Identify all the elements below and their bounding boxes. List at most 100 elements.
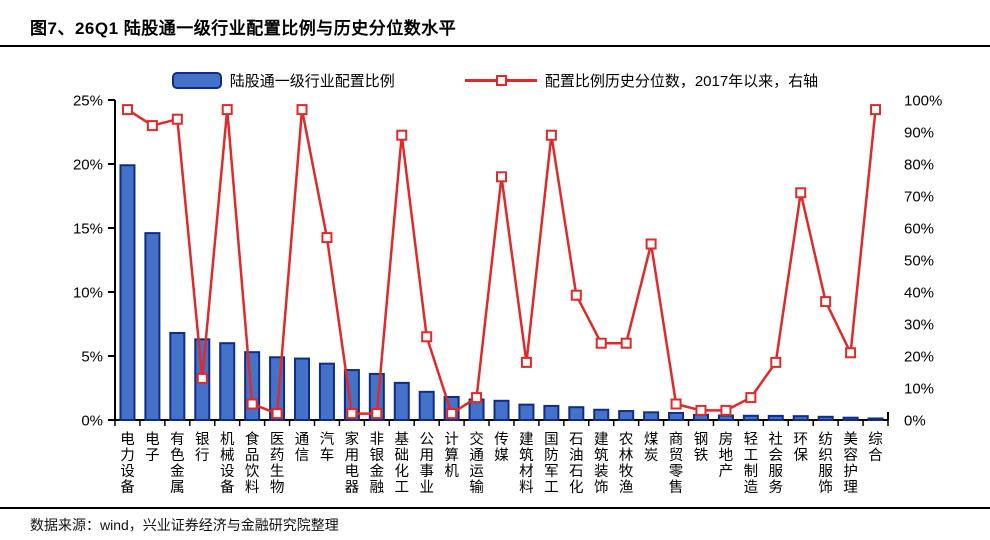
x-axis-label: 环保 <box>793 432 808 464</box>
allocation-bar <box>593 408 610 422</box>
x-axis-label: 石油石化 <box>569 432 584 496</box>
right-axis-tick-label: 90% <box>904 125 934 142</box>
bar-series-swatch <box>171 72 222 89</box>
x-axis-label: 计算机 <box>444 431 459 480</box>
x-axis-label: 通信 <box>295 431 310 464</box>
right-axis-tick-label: 70% <box>904 189 934 206</box>
x-axis-label: 农林牧渔 <box>619 431 634 496</box>
x-axis-label: 商贸零售 <box>669 431 684 496</box>
chart-legend: 陆股通一级行业配置比例 配置比例历史分位数，2017年以来，右轴 <box>0 70 990 91</box>
percentile-marker <box>196 372 208 384</box>
allocation-bar <box>568 406 585 422</box>
percentile-marker <box>146 120 158 132</box>
right-axis-tick-label: 0% <box>904 413 926 430</box>
percentile-line <box>126 108 877 415</box>
allocation-bar <box>543 404 560 422</box>
right-axis-tick-label: 80% <box>904 157 934 174</box>
percentile-marker <box>346 408 358 420</box>
x-axis-label: 建筑装饰 <box>594 431 609 496</box>
x-axis-label: 国防军工 <box>544 432 559 496</box>
right-axis-tick-label: 20% <box>904 349 934 366</box>
x-axis-label: 基础化工 <box>395 431 410 496</box>
x-axis-label: 公用事业 <box>419 432 434 496</box>
x-axis-label: 家用电器 <box>345 431 360 496</box>
x-axis-label: 房地产 <box>719 431 734 480</box>
percentile-marker <box>845 347 857 359</box>
title-divider <box>0 45 990 47</box>
percentile-marker <box>246 398 258 410</box>
chart-title: 图7、26Q1 陆股通一级行业配置比例与历史分位数水平 <box>30 19 457 38</box>
allocation-bar <box>244 351 261 421</box>
percentile-marker <box>371 408 383 420</box>
allocation-bar <box>418 390 435 421</box>
percentile-marker <box>570 289 582 301</box>
allocation-bar <box>867 417 884 421</box>
left-axis-tick-label: 10% <box>73 285 103 302</box>
percentile-marker <box>695 404 707 416</box>
allocation-bar <box>643 411 660 422</box>
percentile-marker <box>795 187 807 199</box>
right-axis-tick-label: 50% <box>904 253 934 270</box>
allocation-bar <box>767 414 784 421</box>
percentile-marker <box>770 356 782 368</box>
percentile-marker <box>645 238 657 250</box>
x-axis-label: 电子 <box>145 431 160 464</box>
allocation-bar <box>668 411 685 421</box>
percentile-marker <box>271 408 283 420</box>
allocation-bar <box>717 414 734 421</box>
left-axis-tick-label: 0% <box>81 413 103 430</box>
right-axis-tick-label: 10% <box>904 381 934 398</box>
percentile-marker <box>221 104 233 116</box>
allocation-bar <box>318 362 335 421</box>
percentile-marker <box>595 337 607 349</box>
line-swatch-marker <box>495 75 507 86</box>
footer-divider <box>0 507 990 509</box>
allocation-bar <box>294 357 311 421</box>
x-axis-label: 传媒 <box>494 431 509 464</box>
right-axis-tick-label: 30% <box>904 317 934 334</box>
allocation-bar <box>817 415 834 421</box>
left-axis-tick-label: 25% <box>73 95 103 110</box>
x-axis-label: 建筑材料 <box>519 431 534 496</box>
percentile-marker <box>545 129 557 141</box>
allocation-bar <box>144 232 161 421</box>
right-axis-tick-label: 100% <box>904 95 942 110</box>
percentile-marker <box>121 104 133 116</box>
x-axis-label: 纺织服饰 <box>818 431 833 496</box>
legend-item-bars: 陆股通一级行业配置比例 <box>171 70 395 91</box>
left-axis-tick-label: 5% <box>81 349 103 366</box>
right-axis-tick-label: 60% <box>904 221 934 238</box>
percentile-marker <box>421 331 433 343</box>
x-axis-label: 有色金属 <box>170 431 185 496</box>
percentile-marker <box>745 392 757 404</box>
percentile-marker <box>396 129 408 141</box>
x-axis-label: 非银金融 <box>370 431 385 496</box>
x-axis-label: 汽车 <box>320 431 335 464</box>
percentile-marker <box>870 104 882 116</box>
percentile-marker <box>620 337 632 349</box>
percentile-marker <box>471 392 483 404</box>
left-axis-tick-label: 15% <box>73 221 103 238</box>
x-axis-label: 食品饮料 <box>245 431 260 496</box>
x-axis-label: 美容护理 <box>843 431 858 496</box>
x-axis-label: 电力设备 <box>120 431 135 496</box>
percentile-marker <box>446 408 458 420</box>
x-axis-label: 交通运输 <box>469 430 484 496</box>
x-axis-label: 轻工制造 <box>744 431 759 496</box>
left-axis-tick-label: 20% <box>73 157 103 174</box>
x-axis-label: 医药生物 <box>270 432 285 496</box>
percentile-marker <box>296 104 308 116</box>
right-axis-tick-label: 40% <box>904 285 934 302</box>
allocation-bar <box>742 414 759 422</box>
x-axis-label: 钢铁 <box>694 431 709 464</box>
legend-bars-label: 陆股通一级行业配置比例 <box>229 73 395 90</box>
allocation-bar <box>842 416 859 422</box>
legend-item-line: 配置比例历史分位数，2017年以来，右轴 <box>464 70 818 91</box>
allocation-bar <box>493 399 510 421</box>
percentile-marker <box>321 232 333 244</box>
percentile-marker <box>720 404 732 416</box>
allocation-bar <box>219 342 236 422</box>
allocation-bar <box>393 381 410 422</box>
line-series-swatch <box>464 74 537 87</box>
